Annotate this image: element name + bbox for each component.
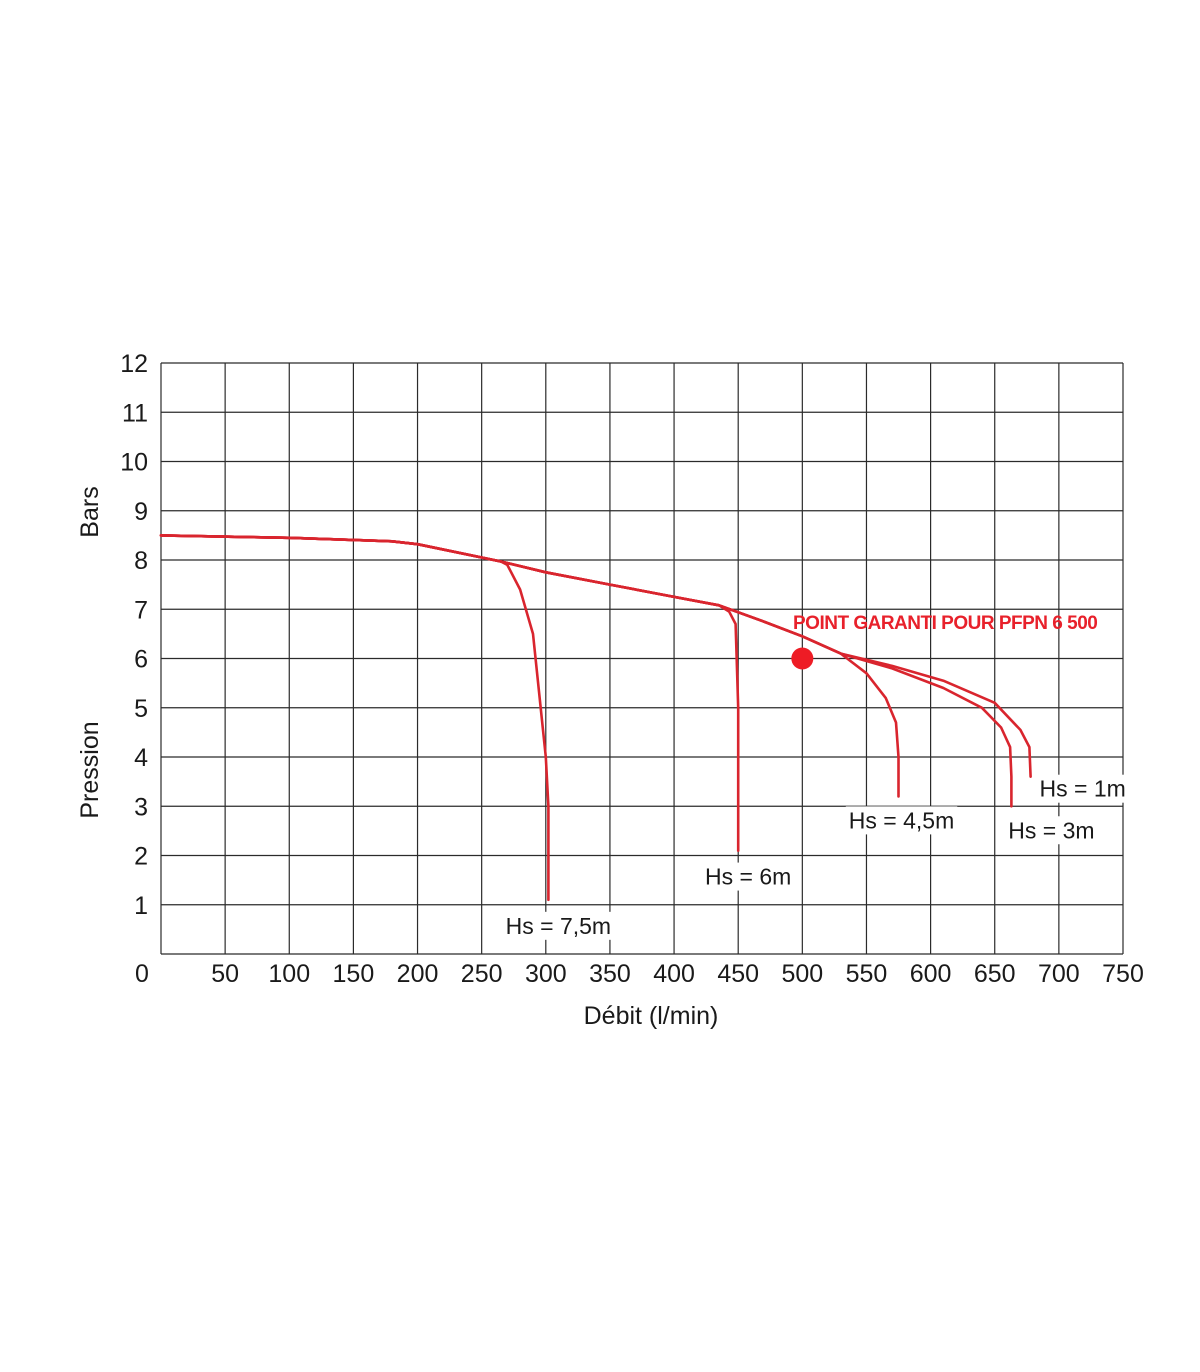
guaranteed-point-annotation: POINT GARANTI POUR PFPN 6 500 [793, 613, 1097, 634]
curve-label-background [502, 911, 615, 940]
y-axis-title-bottom: Pression [76, 721, 104, 818]
curve-label: Hs = 1m [1040, 776, 1126, 802]
curve-label-background [703, 862, 793, 891]
y-tick-label: 4 [134, 744, 148, 772]
x-tick-label: 650 [974, 960, 1016, 988]
x-tick-label: 250 [461, 960, 503, 988]
y-tick-label: 3 [134, 793, 148, 821]
x-tick-label: 600 [910, 960, 952, 988]
x-tick-labels: 0 50 100 150 200 250 300 350 400 450 500 550 600 650 7… [135, 960, 1144, 988]
y-tick-label: 8 [134, 547, 148, 575]
curve-label: Hs = 4,5m [849, 807, 954, 833]
curve-label: Hs = 3m [1008, 817, 1094, 843]
series-line [159, 534, 740, 852]
curve-label: Hs = 7,5m [506, 913, 611, 939]
y-tick-label: 12 [120, 350, 148, 378]
x-tick-label: 550 [846, 960, 888, 988]
y-tick-label: 9 [134, 498, 148, 526]
highlight-layer: POINT GARANTI POUR PFPN 6 500 [791, 613, 1098, 670]
x-tick-label: 150 [333, 960, 375, 988]
curve-label-background [1007, 816, 1096, 845]
x-axis-title: Débit (l/min) [584, 1002, 719, 1030]
series-line [159, 534, 1013, 808]
x-tick-label: 450 [717, 960, 759, 988]
x-tick-label: 400 [653, 960, 695, 988]
y-tick-label: 6 [134, 646, 148, 674]
x-tick-label: 0 [135, 960, 149, 988]
y-tick-label: 11 [122, 399, 148, 427]
curve-label-background [1038, 774, 1127, 803]
x-tick-label: 100 [268, 960, 310, 988]
series-line [159, 534, 1032, 778]
y-axis-title-top: Bars [76, 486, 104, 537]
curve-label-background [845, 806, 958, 835]
grid [160, 362, 1124, 955]
series-lines [159, 534, 1032, 902]
x-tick-label: 350 [589, 960, 631, 988]
y-tick-label: 7 [134, 596, 148, 624]
x-tick-label: 700 [1038, 960, 1080, 988]
series-line [159, 534, 550, 902]
y-tick-label: 5 [134, 695, 148, 723]
x-tick-label: 50 [211, 960, 239, 988]
y-tick-label: 2 [134, 843, 148, 871]
y-tick-label: 10 [120, 449, 148, 477]
x-tick-label: 300 [525, 960, 567, 988]
curve-labels: Hs = 7,5m Hs = 6m Hs = 4,5m Hs = 3m Hs = 1m [502, 774, 1127, 940]
x-tick-label: 200 [397, 960, 439, 988]
curve-label: Hs = 6m [705, 864, 791, 890]
y-tick-label: 1 [134, 892, 148, 920]
x-tick-label: 500 [781, 960, 823, 988]
x-tick-label: 750 [1102, 960, 1144, 988]
guaranteed-point-marker [791, 647, 814, 670]
